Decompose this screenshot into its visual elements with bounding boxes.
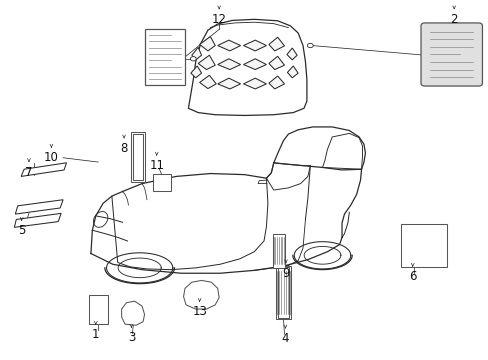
Text: 13: 13	[192, 306, 206, 319]
Polygon shape	[122, 301, 144, 325]
Polygon shape	[243, 78, 266, 89]
Text: 8: 8	[120, 142, 127, 155]
Polygon shape	[243, 59, 266, 69]
Circle shape	[307, 43, 313, 48]
Text: 12: 12	[211, 13, 226, 26]
FancyBboxPatch shape	[420, 23, 482, 86]
Text: 1: 1	[92, 328, 100, 341]
Polygon shape	[190, 66, 201, 78]
Polygon shape	[14, 213, 61, 227]
Polygon shape	[217, 59, 240, 69]
Polygon shape	[268, 37, 284, 51]
Text: 7: 7	[25, 166, 33, 179]
Text: 11: 11	[149, 159, 164, 172]
Polygon shape	[199, 75, 216, 89]
Polygon shape	[268, 56, 284, 69]
Bar	[400, 224, 446, 267]
Polygon shape	[21, 163, 66, 176]
Text: 2: 2	[449, 13, 457, 26]
Polygon shape	[217, 78, 240, 89]
Bar	[133, 134, 142, 180]
Bar	[144, 30, 184, 85]
Bar	[276, 266, 290, 319]
Polygon shape	[286, 48, 297, 60]
Polygon shape	[287, 66, 298, 78]
Polygon shape	[199, 37, 215, 51]
Text: 3: 3	[127, 331, 135, 344]
Polygon shape	[183, 280, 219, 309]
Polygon shape	[188, 19, 306, 116]
Polygon shape	[15, 200, 63, 214]
Polygon shape	[243, 40, 266, 51]
Polygon shape	[268, 76, 284, 89]
Bar	[277, 267, 289, 318]
Bar	[131, 132, 144, 182]
Text: 5: 5	[18, 224, 25, 238]
Polygon shape	[198, 55, 215, 69]
Polygon shape	[191, 47, 201, 60]
Text: 10: 10	[44, 151, 59, 164]
Bar	[89, 295, 108, 324]
Polygon shape	[217, 40, 240, 51]
Text: 6: 6	[408, 270, 416, 283]
Text: 4: 4	[281, 332, 288, 345]
Text: 9: 9	[282, 267, 289, 280]
Bar	[153, 174, 171, 192]
Bar	[272, 234, 285, 268]
Circle shape	[190, 57, 196, 61]
